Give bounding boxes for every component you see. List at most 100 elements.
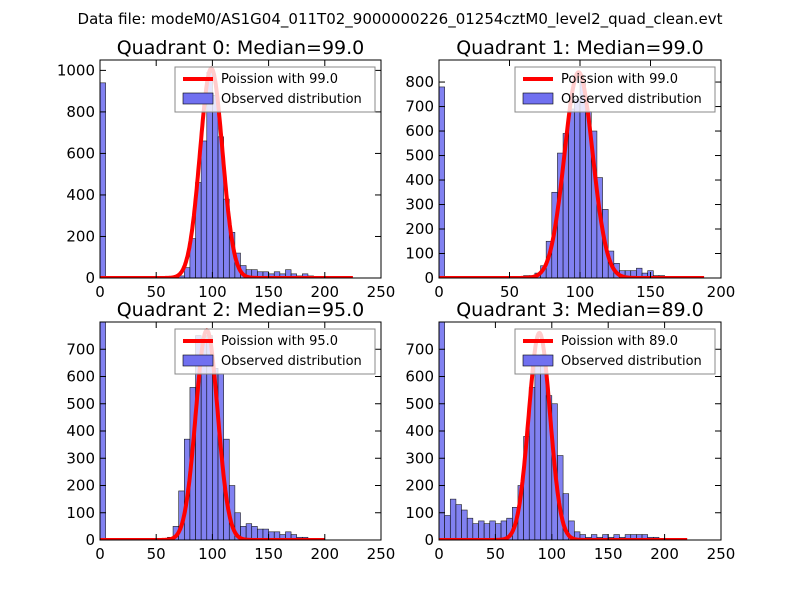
hist-bar: [100, 82, 106, 278]
y-tick-label: 200: [405, 220, 434, 238]
y-tick-label: 200: [66, 227, 95, 245]
panel-title: Quadrant 0: Median=99.0: [117, 37, 365, 59]
x-tick-label: 100: [566, 283, 595, 301]
y-tick-label: 300: [66, 449, 95, 467]
x-tick-label: 0: [95, 545, 105, 563]
y-tick-label: 400: [66, 186, 95, 204]
legend-hist-swatch: [522, 354, 554, 367]
y-tick-label: 100: [66, 504, 95, 522]
x-tick-label: 100: [198, 545, 227, 563]
hist-bar: [245, 523, 253, 540]
y-tick-label: 700: [405, 98, 434, 116]
hist-bar: [466, 517, 474, 540]
legend-box: [174, 66, 376, 113]
x-tick-label: 200: [310, 283, 339, 301]
hist-bar: [568, 108, 575, 278]
hist-bar: [534, 365, 541, 540]
x-tick-label: 150: [594, 545, 623, 563]
y-tick-label: 100: [405, 504, 434, 522]
axes-frame: [99, 59, 382, 279]
x-tick-label: 250: [367, 545, 396, 563]
legend-hist-label: Observed distribution: [221, 92, 362, 107]
hist-bar: [489, 520, 496, 540]
x-tick-label: 0: [95, 283, 105, 301]
panel-quadrant-0: 0 50 100 150 200 250 0 200 400 600 800 1000 Quadrant…: [57, 37, 396, 301]
y-tick-label: 700: [66, 340, 95, 358]
y-tick-label: 800: [405, 73, 434, 91]
poisson-fit-line: [439, 330, 689, 540]
y-tick-label: 600: [66, 144, 95, 162]
x-tick-label: 200: [707, 283, 736, 301]
x-tick-label: 0: [434, 283, 444, 301]
y-tick-label: 800: [66, 103, 95, 121]
y-tick-label: 0: [424, 269, 434, 287]
x-tick-label: 50: [500, 283, 519, 301]
hist-bar: [200, 140, 208, 278]
y-tick-label: 0: [85, 269, 95, 287]
y-tick-label: 300: [405, 196, 434, 214]
x-tick-label: 0: [434, 545, 444, 563]
poisson-fit-line: [100, 66, 355, 278]
legend-fit-label: Poission with 99.0: [561, 72, 678, 87]
legend-fit-label: Poission with 95.0: [221, 334, 338, 349]
x-tick-label: 150: [254, 283, 283, 301]
hist-bar: [495, 523, 502, 540]
x-tick-label: 200: [310, 545, 339, 563]
legend: Poission with 99.0 Observed distribution: [174, 66, 376, 113]
y-tick-label: 600: [405, 122, 434, 140]
hist-bar: [449, 498, 457, 540]
hist-bar: [455, 504, 462, 540]
hist-bar: [251, 526, 258, 540]
panel-quadrant-2: 0 50 100 150 200 250 0 100 200 300 400 500 600 700 Qua…: [66, 299, 395, 563]
x-tick-label: 250: [367, 283, 396, 301]
y-tick-label: 500: [405, 147, 434, 165]
legend-fit-label: Poission with 99.0: [221, 72, 338, 87]
y-tick-label: 400: [66, 422, 95, 440]
legend-hist-label: Observed distribution: [561, 354, 702, 369]
y-tick-label: 500: [405, 395, 434, 413]
y-tick-label: 300: [405, 449, 434, 467]
y-tick-label: 600: [405, 368, 434, 386]
legend-hist-swatch: [522, 92, 554, 105]
legend-hist-swatch: [182, 354, 214, 367]
x-tick-label: 50: [486, 545, 505, 563]
legend-box: [514, 66, 716, 113]
hist-bar: [461, 509, 468, 540]
panel-quadrant-1: 0 50 100 150 200 0 100 200 300 400 500 600 700 800 Qua…: [405, 37, 735, 301]
y-tick-label: 700: [405, 340, 434, 358]
x-tick-label: 50: [147, 283, 166, 301]
legend-hist-label: Observed distribution: [221, 354, 362, 369]
legend: Poission with 95.0 Observed distribution: [174, 328, 376, 375]
x-tick-label: 100: [198, 283, 227, 301]
legend-fit-label: Poission with 89.0: [561, 334, 678, 349]
x-tick-label: 150: [254, 545, 283, 563]
legend-box: [514, 328, 716, 375]
y-tick-label: 400: [405, 422, 434, 440]
x-tick-label: 250: [707, 545, 736, 563]
hist-bar: [212, 94, 219, 278]
x-tick-label: 150: [636, 283, 665, 301]
legend-hist-label: Observed distribution: [561, 92, 702, 107]
hist-bar: [478, 520, 485, 540]
y-tick-label: 100: [405, 245, 434, 263]
y-tick-label: 500: [66, 395, 95, 413]
y-tick-label: 400: [405, 171, 434, 189]
legend-hist-swatch: [182, 92, 214, 105]
hist-bar: [472, 523, 479, 540]
legend: Poission with 99.0 Observed distribution: [514, 66, 716, 113]
x-tick-label: 50: [147, 545, 166, 563]
y-tick-label: 0: [424, 531, 434, 549]
panel-title: Quadrant 3: Median=89.0: [456, 299, 704, 321]
legend-box: [174, 328, 376, 375]
y-tick-label: 600: [66, 368, 95, 386]
hist-bar: [574, 98, 581, 278]
y-tick-label: 1000: [57, 61, 95, 79]
legend: Poission with 89.0 Observed distribution: [514, 328, 716, 375]
y-tick-label: 0: [85, 531, 95, 549]
hist-bar: [483, 523, 491, 540]
y-tick-label: 200: [66, 477, 95, 495]
hist-bar: [444, 515, 451, 540]
x-tick-label: 200: [650, 545, 679, 563]
y-tick-label: 200: [405, 477, 434, 495]
